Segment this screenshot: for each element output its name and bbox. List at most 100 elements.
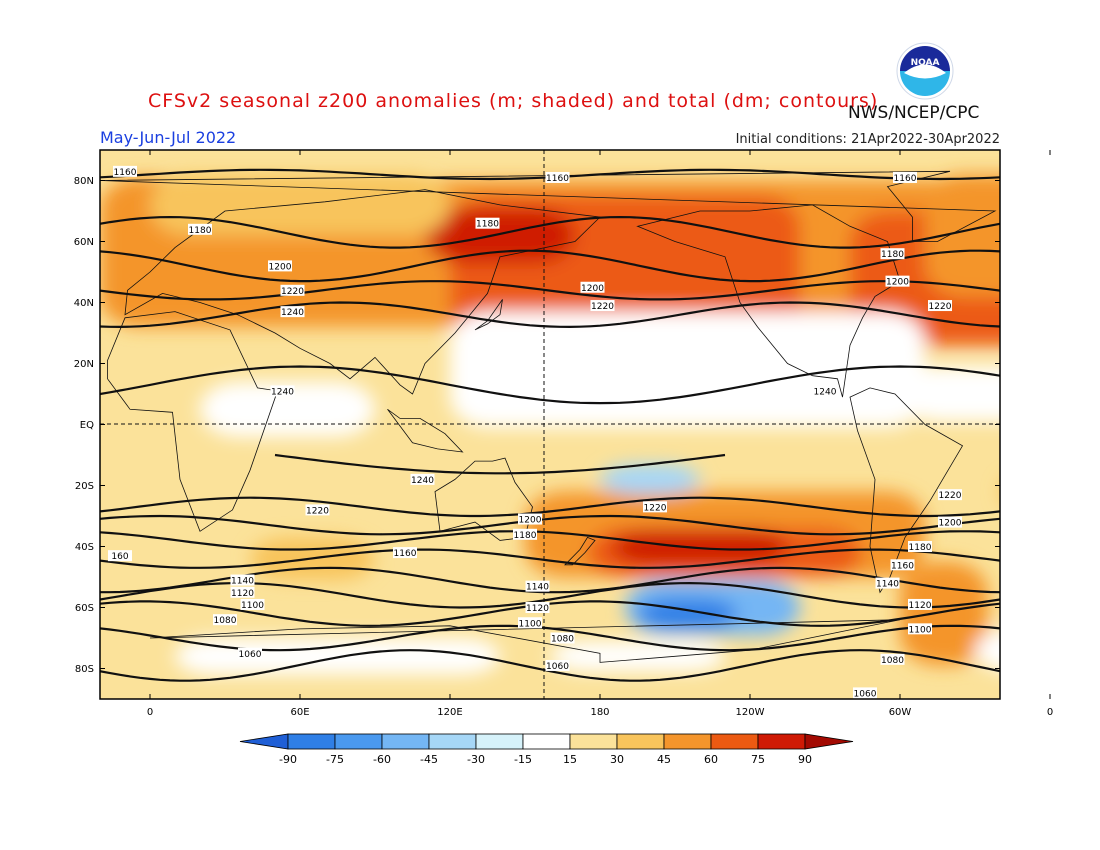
contour-label: 1200: [885, 275, 910, 288]
lat-label: 60S: [75, 603, 94, 614]
organization-label: NWS/NCEP/CPC: [848, 103, 980, 123]
svg-text:1140: 1140: [231, 577, 254, 587]
colorbar-label: -30: [467, 753, 485, 766]
contour-label: 1220: [590, 300, 615, 312]
anomaly-region: [900, 561, 988, 666]
contour-label: 1240: [270, 385, 295, 397]
coastline: [474, 299, 503, 331]
contour-labels: 1160 1160 1160 1180 1180 1180 1200 1200 1200 1220…: [108, 165, 962, 699]
contour-line: [100, 496, 1000, 518]
contour-label: 160: [108, 550, 132, 562]
svg-text:1140: 1140: [526, 583, 549, 593]
anomaly-region: [600, 464, 700, 495]
svg-text:1240: 1240: [281, 308, 304, 318]
svg-text:1200: 1200: [886, 278, 909, 288]
lat-label: 80S: [75, 664, 94, 675]
svg-text:1240: 1240: [814, 387, 837, 397]
colorbar-swatch: [522, 733, 571, 750]
contour-label: 1180: [188, 223, 212, 236]
svg-text:1220: 1220: [929, 302, 952, 312]
contour-label: 1140: [525, 580, 550, 593]
colorbar-label: -90: [279, 753, 297, 766]
lat-label: 20S: [75, 481, 94, 492]
svg-text:1160: 1160: [894, 174, 917, 184]
lat-label: EQ: [80, 420, 94, 431]
svg-text:1160: 1160: [891, 561, 914, 571]
contour-line: [100, 365, 1000, 405]
contour-label: 1100: [518, 617, 542, 629]
contour-label: 1240: [280, 306, 305, 318]
contour-label: 1140: [875, 577, 900, 590]
lon-label: 60E: [290, 707, 309, 718]
contour-label: 1200: [268, 260, 292, 272]
contour-label: 1100: [240, 598, 265, 611]
svg-text:1080: 1080: [551, 635, 574, 645]
colorbar-swatch: [663, 733, 712, 750]
anomaly-region: [900, 366, 1000, 422]
colorbar-label: 30: [610, 753, 624, 766]
contour-line: [100, 600, 1000, 627]
contour-label: 1060: [545, 659, 570, 672]
svg-text:1220: 1220: [644, 503, 667, 513]
svg-text:1100: 1100: [241, 601, 264, 611]
contour-line: [100, 215, 1000, 249]
lat-label: 40S: [75, 542, 94, 553]
contour-label: 1220: [280, 284, 305, 297]
coastline: [849, 387, 964, 594]
contour-label: 1100: [908, 623, 932, 635]
contour-label: 1160: [393, 547, 417, 559]
contour-label: 1200: [580, 281, 605, 294]
coastline: [564, 536, 596, 566]
contour-line: [274, 453, 726, 475]
coastline: [124, 189, 601, 395]
logo-text: NOAA: [911, 58, 940, 68]
colorbar-label: 75: [751, 753, 765, 766]
contour-label: 1060: [853, 687, 877, 699]
svg-text:1100: 1100: [909, 625, 932, 635]
colorbar-arrow-left: [239, 733, 289, 750]
anomaly-region: [200, 381, 375, 437]
anomaly-region: [425, 207, 575, 263]
anomaly-region: [612, 528, 788, 565]
svg-text:1120: 1120: [909, 601, 932, 611]
contour-label: 1180: [475, 217, 500, 230]
contour-line: [100, 548, 1000, 569]
contour-label: 1060: [238, 647, 262, 660]
lon-label: 0: [1047, 707, 1053, 718]
season-label: May-Jun-Jul 2022: [100, 128, 237, 147]
svg-text:1200: 1200: [581, 284, 604, 294]
coastline: [387, 408, 464, 453]
svg-text:1060: 1060: [854, 689, 877, 699]
anomaly-region: [1000, 470, 1100, 513]
contour-label: 1200: [518, 513, 542, 526]
svg-text:1160: 1160: [394, 549, 417, 559]
colorbar-swatch: [569, 733, 618, 750]
contour-line: [100, 530, 1000, 551]
colorbar-arrow-right: [804, 733, 854, 750]
svg-text:1200: 1200: [939, 519, 962, 529]
svg-text:1160: 1160: [114, 168, 137, 178]
svg-text:1060: 1060: [239, 650, 262, 660]
contour-label: 1140: [230, 574, 255, 587]
colorbar-swatch: [287, 733, 336, 750]
anomaly-region: [450, 311, 925, 428]
colorbar-swatch: [757, 733, 806, 750]
contour-line: [100, 301, 1000, 329]
contour-label: 1160: [545, 171, 570, 184]
colorbar-label: 90: [798, 753, 812, 766]
contour-line: [100, 249, 1000, 283]
contour-label: 1120: [230, 586, 255, 599]
svg-text:1100: 1100: [519, 619, 542, 629]
svg-text:1140: 1140: [876, 580, 899, 590]
contour-label: 1080: [880, 653, 905, 666]
anomaly-region: [550, 641, 725, 672]
svg-text:1220: 1220: [306, 506, 329, 516]
svg-text:1120: 1120: [526, 604, 549, 614]
lon-label: 0: [147, 707, 153, 718]
svg-text:1080: 1080: [214, 616, 237, 626]
svg-text:1180: 1180: [514, 531, 537, 541]
lat-label: 80N: [74, 176, 94, 187]
contour-label: 1220: [928, 300, 952, 312]
svg-text:1060: 1060: [546, 662, 569, 672]
coastline: [100, 170, 997, 242]
